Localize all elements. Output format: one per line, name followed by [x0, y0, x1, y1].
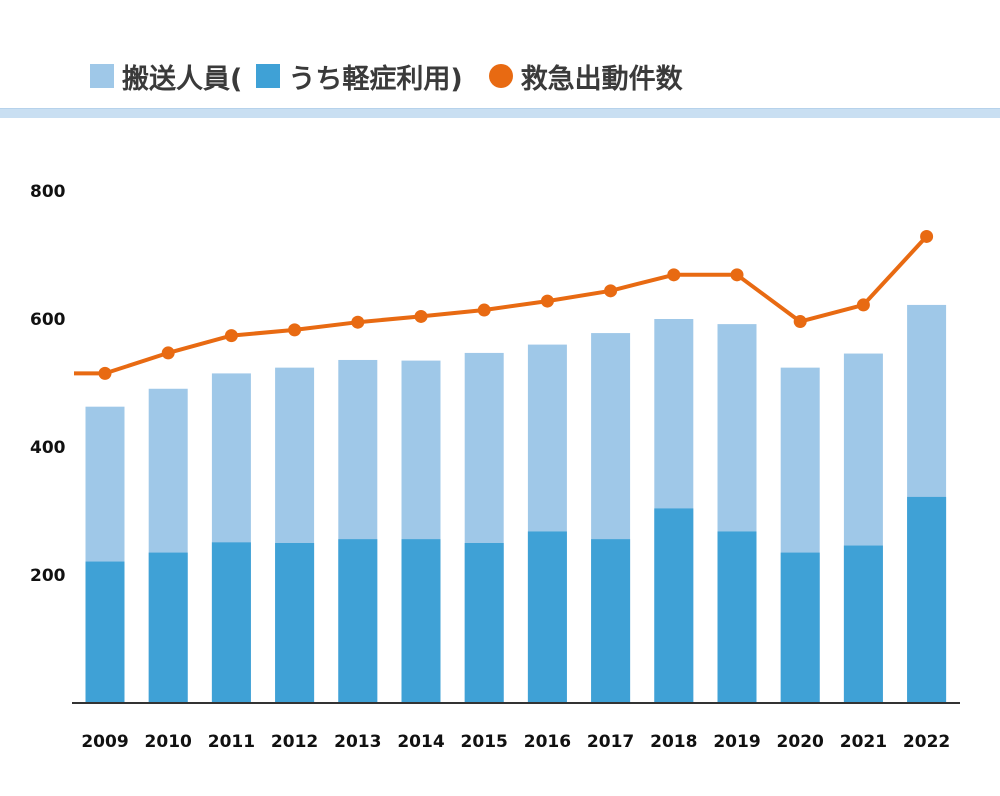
point-dispatches-2009 [98, 366, 112, 380]
y-tick-800: 800 [30, 182, 66, 202]
y-tick-200: 200 [30, 566, 66, 586]
point-dispatches-2022 [920, 229, 934, 243]
bar-mild-2020 [780, 552, 820, 703]
point-dispatches-2013 [351, 315, 365, 329]
legend-label-mild: うち軽症利用) [288, 63, 463, 95]
bar-mild-2017 [591, 539, 631, 703]
bar-mild-2010 [148, 552, 188, 703]
legend-item-transported: 搬送人員( [90, 57, 256, 96]
point-dispatches-2019 [730, 268, 744, 282]
bar-mild-2022 [907, 496, 947, 703]
x-tick-2016: 2016 [524, 732, 571, 752]
bar-mild-2013 [338, 539, 378, 703]
x-tick-2015: 2015 [461, 732, 508, 752]
x-tick-2019: 2019 [713, 732, 760, 752]
line-dispatches [74, 235, 929, 376]
point-dispatches-2010 [161, 346, 175, 360]
legend-marker-dispatches [488, 64, 513, 88]
point-dispatches-2014 [414, 309, 428, 323]
x-tick-2022: 2022 [903, 732, 950, 752]
point-dispatches-2012 [288, 323, 302, 337]
y-tick-600: 600 [30, 310, 66, 330]
legend-item-mild: うち軽症利用) [256, 57, 488, 96]
x-tick-2014: 2014 [397, 732, 444, 752]
bar-mild-2014 [401, 539, 441, 703]
y-tick-400: 400 [30, 438, 66, 458]
bar-mild-2021 [843, 545, 883, 703]
legend-item-dispatches: 救急出動件数 [488, 57, 683, 96]
bar-mild-2011 [211, 542, 251, 703]
chart-legend: 搬送人員( うち軽症利用) 救急出動件数 [90, 52, 683, 100]
header-divider [0, 108, 1000, 118]
x-tick-2009: 2009 [81, 732, 128, 752]
bar-mild-2016 [527, 531, 567, 703]
legend-label-transported: 搬送人員( [122, 63, 243, 95]
point-dispatches-2018 [667, 268, 681, 282]
point-dispatches-2020 [793, 315, 807, 329]
x-tick-2010: 2010 [145, 732, 192, 752]
x-tick-2017: 2017 [587, 732, 634, 752]
point-dispatches-2017 [604, 284, 618, 298]
x-tick-2012: 2012 [271, 732, 318, 752]
bar-mild-2009 [85, 561, 125, 703]
legend-label-dispatches: 救急出動件数 [520, 63, 683, 95]
bar-mild-2018 [654, 508, 694, 703]
point-dispatches-2021 [856, 298, 870, 312]
bar-mild-2015 [464, 543, 504, 703]
bar-mild-2012 [275, 543, 315, 703]
bar-mild-2019 [717, 531, 757, 703]
legend-swatch-mild [256, 64, 281, 88]
x-tick-2021: 2021 [840, 732, 887, 752]
x-tick-2011: 2011 [208, 732, 255, 752]
x-tick-2018: 2018 [650, 732, 697, 752]
point-dispatches-2015 [477, 303, 491, 317]
x-tick-2013: 2013 [334, 732, 381, 752]
legend-swatch-transported [90, 64, 114, 88]
point-dispatches-2011 [224, 329, 238, 343]
point-dispatches-2016 [540, 294, 554, 308]
x-tick-2020: 2020 [777, 732, 824, 752]
